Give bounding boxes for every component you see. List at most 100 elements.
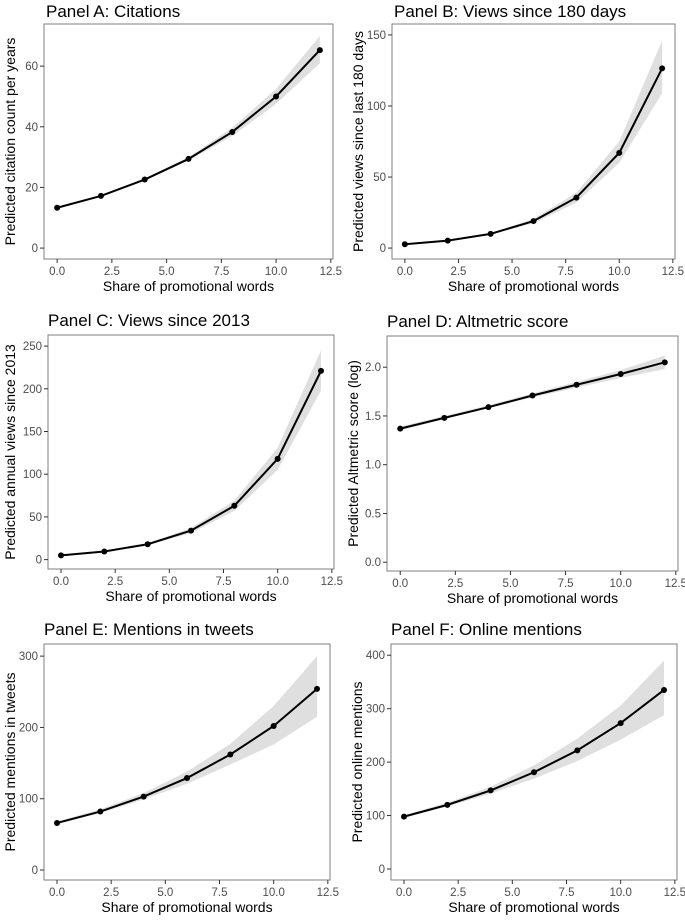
plot-frame: [43, 643, 331, 881]
x-tick-label: 0.0: [49, 266, 65, 278]
y-tick-label: 300: [366, 704, 385, 716]
x-tick-label: 12.5: [664, 887, 685, 899]
y-tick-label: 20: [25, 182, 38, 194]
plot-frame: [390, 643, 678, 881]
series-line: [404, 67, 664, 246]
confidence-band: [404, 660, 664, 818]
x-axis-title: Share of promotional words: [101, 899, 272, 915]
y-tick-label: 100: [366, 811, 385, 823]
y-axis-title: Predicted online mentions: [349, 681, 365, 842]
panel-title: Panel E: Mentions in tweets: [44, 620, 254, 639]
plot-frame: [47, 334, 335, 570]
y-tick-label: 50: [373, 172, 386, 184]
y-tick-label: 50: [29, 512, 42, 524]
y-tick-label: 100: [23, 469, 42, 481]
y-tick-label: 0: [379, 864, 385, 876]
panel-title: Panel D: Altmetric score: [387, 312, 568, 331]
plot-frame: [386, 335, 679, 572]
y-tick-label: 150: [367, 30, 386, 42]
x-tick-label: 7.5: [213, 266, 229, 278]
data-point: [485, 404, 492, 411]
data-point: [227, 751, 234, 758]
data-point: [318, 367, 324, 374]
x-axis-title: Share of promotional words: [447, 590, 618, 606]
panel-f: Panel F: Online mentions 0 100 200 300 400 0.0…: [349, 620, 685, 915]
x-tick-label: 12.5: [665, 578, 685, 590]
y-axis-title: Predicted views since last 180 days: [350, 31, 366, 252]
y-tick-label: 150: [23, 427, 42, 439]
x-tick-label: 2.5: [107, 576, 123, 588]
confidence-band: [57, 656, 317, 825]
data-point: [401, 241, 408, 248]
y-tick-label: 200: [19, 722, 38, 734]
x-tick-label: 12.5: [320, 266, 342, 278]
x-tick-label: 10.0: [262, 887, 284, 899]
y-tick-label: 0.0: [365, 557, 381, 569]
data-point: [314, 685, 320, 692]
panel-title: Panel A: Citations: [46, 2, 180, 21]
x-tick-label: 0.0: [49, 887, 65, 899]
data-point: [185, 155, 192, 162]
panel-title: Panel C: Views since 2013: [48, 311, 250, 330]
x-tick-label: 7.5: [216, 576, 232, 588]
x-tick-label: 12.5: [662, 266, 684, 278]
data-point: [444, 237, 451, 244]
data-point: [274, 455, 281, 462]
data-point: [401, 813, 407, 820]
data-point: [616, 149, 623, 156]
data-point: [144, 541, 151, 548]
y-tick-label: 200: [23, 384, 42, 396]
data-point: [184, 775, 190, 782]
x-tick-label: 5.0: [504, 266, 520, 278]
data-point: [316, 47, 323, 54]
data-point: [661, 686, 667, 693]
series-line: [56, 49, 321, 209]
x-tick-label: 7.5: [558, 578, 574, 590]
x-tick-label: 5.0: [504, 887, 520, 899]
data-point: [270, 722, 277, 729]
panel-b: Panel B: Views since 180 days 0 50 100 150 0.…: [350, 2, 684, 294]
x-tick-label: 2.5: [450, 887, 466, 899]
data-point: [273, 93, 280, 100]
y-tick-label: 0: [380, 243, 386, 255]
y-axis-title: Predicted Altmetric score (log): [345, 360, 361, 547]
x-tick-label: 0.0: [396, 887, 412, 899]
y-tick-label: 1.0: [365, 460, 381, 472]
x-axis-title: Share of promotional words: [448, 278, 619, 294]
x-tick-label: 0.0: [53, 576, 69, 588]
data-point: [530, 218, 537, 225]
x-tick-label: 5.0: [159, 266, 175, 278]
x-tick-label: 5.0: [502, 578, 518, 590]
confidence-band: [57, 35, 320, 209]
panel-title: Panel F: Online mentions: [391, 620, 582, 639]
data-point: [101, 548, 108, 555]
data-point: [573, 194, 580, 201]
y-tick-label: 100: [19, 794, 38, 806]
y-tick-label: 0.5: [365, 508, 381, 520]
plot-frame: [391, 23, 676, 260]
data-point: [97, 808, 104, 815]
y-axis-title: Predicted annual views since 2013: [2, 344, 18, 560]
y-tick-label: 2.0: [365, 362, 381, 374]
x-tick-label: 0.0: [397, 266, 413, 278]
y-tick-label: 100: [367, 101, 386, 113]
data-point: [531, 769, 537, 776]
data-point: [573, 381, 580, 388]
data-point: [574, 747, 581, 754]
x-tick-label: 10.0: [609, 578, 631, 590]
panel-title: Panel B: Views since 180 days: [394, 2, 626, 21]
panel-e: Panel E: Mentions in tweets 0 100 200 300 0.0…: [2, 620, 339, 915]
y-tick-label: 200: [366, 757, 385, 769]
x-axis-title: Share of promotional words: [103, 278, 274, 294]
data-point: [231, 502, 238, 509]
data-point: [229, 128, 236, 135]
y-tick-label: 1.5: [365, 411, 381, 423]
panel-d: Panel D: Altmetric score 0.0 0.5 1.0 1.5 2.0 0…: [345, 312, 685, 606]
x-tick-label: 7.5: [212, 887, 228, 899]
x-tick-label: 10.0: [265, 266, 287, 278]
plot-frame: [43, 23, 334, 260]
y-axis-title: Predicted mentions in tweets: [2, 673, 18, 852]
data-point: [188, 527, 194, 534]
x-tick-label: 5.0: [157, 887, 173, 899]
